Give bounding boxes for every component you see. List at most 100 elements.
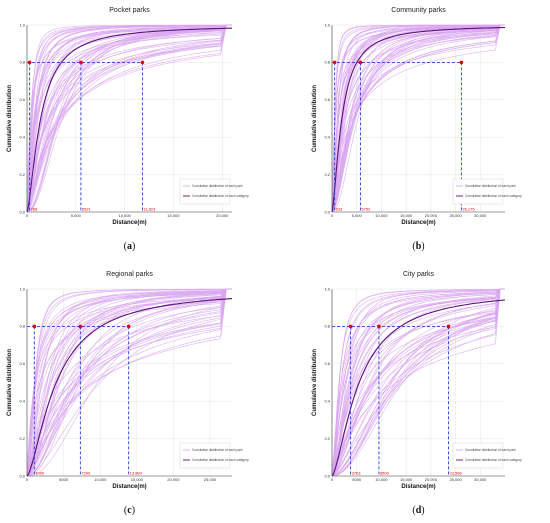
x-tick-label: 10,000 <box>375 477 388 482</box>
marker-value-label: 533 <box>336 207 343 212</box>
park-cumulative-curve <box>26 288 232 477</box>
park-cumulative-curve <box>331 288 505 477</box>
park-cumulative-curve <box>331 288 505 477</box>
y-tick-label: 0.2 <box>324 172 330 177</box>
legend-label-park: Cumulative distribution of each park <box>192 184 243 188</box>
park-cumulative-curve <box>26 288 232 477</box>
park-cumulative-curve <box>26 288 232 477</box>
legend-label-category: Cumulative distribution of each category <box>465 194 522 198</box>
y-tick-label: 0.0 <box>324 209 330 214</box>
legend-label-park: Cumulative distribution of each park <box>192 448 243 452</box>
x-tick-label: 25,000 <box>449 477 462 482</box>
legend-label-category: Cumulative distribution of each category <box>192 458 249 462</box>
marker-value-label: 7290 <box>81 471 91 476</box>
marker-point <box>126 324 131 329</box>
marker-point <box>27 60 32 65</box>
park-cumulative-curve <box>26 288 232 477</box>
panel-caption-letter: c <box>127 505 132 516</box>
park-cumulative-curve <box>26 288 232 477</box>
category-cumulative-curve <box>331 26 506 213</box>
legend-box <box>179 442 231 469</box>
chart-title: City parks <box>403 271 435 278</box>
legend-label-park: Cumulative distribution of each park <box>465 448 516 452</box>
x-tick-label: 15,000 <box>400 213 413 218</box>
legend-label-category: Cumulative distribution of each category <box>465 458 522 462</box>
park-cumulative-curve <box>26 288 232 477</box>
park-cumulative-curve <box>26 24 232 213</box>
park-cumulative-curve <box>331 24 505 213</box>
park-cumulative-curve <box>26 288 232 477</box>
park-cumulative-curve <box>26 288 232 477</box>
y-axis-label: Cumulative distribution <box>7 349 13 416</box>
park-cumulative-curve <box>26 288 232 477</box>
park-cumulative-curve <box>26 288 232 477</box>
x-tick-label: 10,000 <box>375 213 388 218</box>
park-cumulative-curve <box>331 288 505 477</box>
x-tick-label: 15,000 <box>167 213 180 218</box>
marker-point <box>332 60 337 65</box>
park-cumulative-curve <box>331 24 505 213</box>
y-tick-label: 0.6 <box>19 97 25 102</box>
panel-caption: (d) <box>412 505 424 516</box>
marker-value-label: 23,568 <box>449 471 462 476</box>
y-tick-label: 0.8 <box>19 60 25 65</box>
park-cumulative-curve <box>331 288 505 477</box>
marker-point <box>358 60 363 65</box>
park-cumulative-curve <box>27 288 232 477</box>
park-cumulative-curve <box>331 24 505 213</box>
park-cumulative-curve <box>26 288 232 477</box>
x-tick-label: 10,000 <box>94 477 107 482</box>
x-axis-label: Distance(m) <box>112 220 146 226</box>
park-cumulative-curve <box>331 288 505 477</box>
x-tick-label: 20,000 <box>216 213 229 218</box>
park-cumulative-curve <box>26 288 232 477</box>
category-cumulative-curve <box>26 27 232 213</box>
legend-box <box>452 178 504 205</box>
park-cumulative-curve <box>331 288 505 477</box>
park-cumulative-curve <box>26 288 232 477</box>
marker-value-label: 3763 <box>352 471 362 476</box>
marker-point <box>377 324 381 329</box>
chart-panel-c: 1000 7290 13,884 0 5000 10,000 15,000 20,000 25,… <box>7 271 249 516</box>
park-cumulative-curve <box>26 24 232 213</box>
park-cumulative-curve <box>331 24 505 213</box>
y-tick-label: 0.4 <box>19 135 25 140</box>
y-tick-label: 1.0 <box>19 22 25 27</box>
marker-value-label: 1000 <box>35 471 45 476</box>
chart-title: Pocket parks <box>109 7 150 14</box>
marker-point <box>446 324 451 329</box>
marker-point <box>459 60 464 65</box>
chart-panel-d: 3763 9500 23,568 0 5000 10,000 15,000 20,000 25,… <box>312 271 522 516</box>
x-tick-label: 5,000 <box>352 213 363 218</box>
park-cumulative-curve <box>26 24 232 213</box>
park-cumulative-curve <box>331 288 505 477</box>
marker-value-label: 13,884 <box>130 471 143 476</box>
x-tick-label: 15,000 <box>400 477 413 482</box>
legend-label-category: Cumulative distribution of each category <box>192 194 249 198</box>
y-tick-label: 0.4 <box>19 399 25 404</box>
park-cumulative-curve <box>26 24 232 213</box>
x-tick-label: 5,000 <box>71 213 82 218</box>
park-cumulative-curve <box>26 24 232 213</box>
panel-caption: (c) <box>124 505 135 516</box>
x-tick-label: 0 <box>26 477 29 482</box>
x-tick-label: 0 <box>331 213 334 218</box>
park-cumulative-curve <box>331 288 505 477</box>
park-cumulative-curve <box>26 24 232 213</box>
x-tick-label: 5000 <box>59 477 69 482</box>
park-cumulative-curve <box>27 288 232 477</box>
park-cumulative-curve <box>331 288 505 477</box>
park-cumulative-curve <box>331 24 505 213</box>
category-cumulative-curve <box>26 298 233 477</box>
park-cumulative-curve <box>331 24 505 213</box>
park-cumulative-curve <box>26 288 232 477</box>
marker-value-label: 11,823 <box>143 207 156 212</box>
y-axis-label: Cumulative distribution <box>7 85 13 152</box>
park-cumulative-curve <box>26 288 232 477</box>
chart-panel-b: 533 5752 26,175 0 5,000 10,000 15,000 20,000 25,… <box>312 7 522 252</box>
park-cumulative-curve <box>331 24 505 213</box>
chart-panel-a: 268 5521 11,823 0 5,000 10,000 15,000 20,000 0.0… <box>7 7 249 252</box>
x-tick-label: 20,000 <box>425 213 438 218</box>
y-tick-label: 0.8 <box>19 324 25 329</box>
